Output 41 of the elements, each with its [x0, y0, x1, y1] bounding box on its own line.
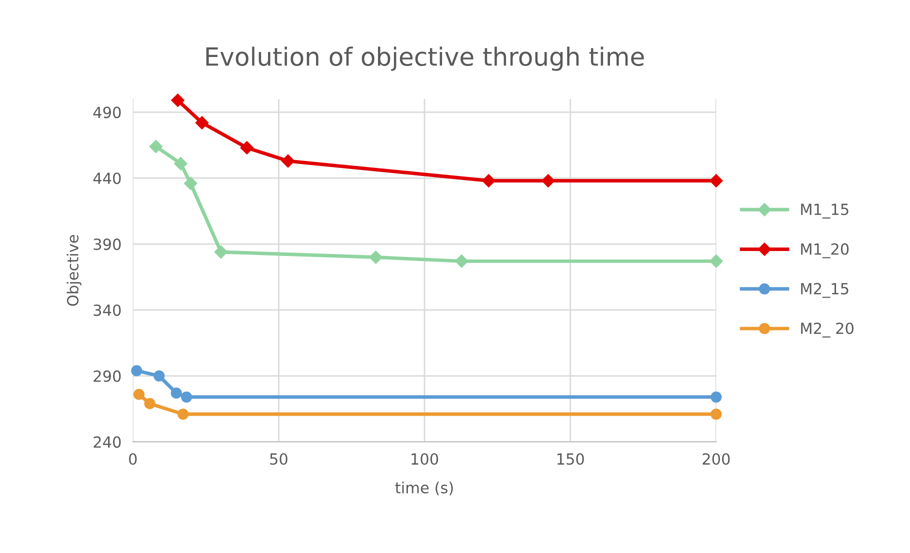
point [240, 141, 254, 154]
y-tick-label: 490 [93, 106, 121, 118]
y-tick-label: 290 [94, 370, 121, 382]
x-tick-label: 150 [557, 453, 584, 465]
point [174, 157, 188, 170]
legend-label: M1_20 [801, 243, 849, 258]
x-tick-label: 0 [129, 453, 137, 465]
x-tick-label: 100 [412, 453, 438, 465]
y-tick-label: 440 [93, 172, 121, 184]
point [177, 408, 189, 420]
point [133, 388, 145, 400]
point [131, 365, 142, 376]
legend-label: M2_15 [801, 282, 848, 298]
point [171, 94, 184, 107]
y-tick-label: 340 [94, 304, 121, 316]
point [542, 174, 555, 188]
point [180, 391, 192, 403]
legend-label: M1_15 [801, 204, 848, 219]
x-tick-label: 50 [270, 453, 288, 465]
point [281, 154, 295, 168]
x-axis-title: time (s) [395, 482, 453, 496]
point [154, 370, 165, 382]
point [170, 388, 182, 399]
chart-title: Evolution of objective through time [206, 46, 644, 71]
y-tick-label: 390 [94, 238, 121, 250]
point [144, 398, 156, 410]
point [710, 408, 722, 420]
point [710, 174, 723, 188]
point [710, 254, 723, 268]
point [369, 250, 382, 264]
y-tick-label: 240 [94, 436, 121, 448]
point [149, 140, 162, 154]
point [710, 391, 722, 403]
legend-label: M2_ 20 [801, 322, 854, 338]
point [482, 174, 496, 188]
point [214, 245, 228, 259]
point [195, 116, 209, 130]
point [454, 254, 468, 268]
x-tick-label: 200 [702, 453, 730, 465]
point [184, 176, 198, 190]
y-axis-title: Objective [66, 235, 82, 306]
